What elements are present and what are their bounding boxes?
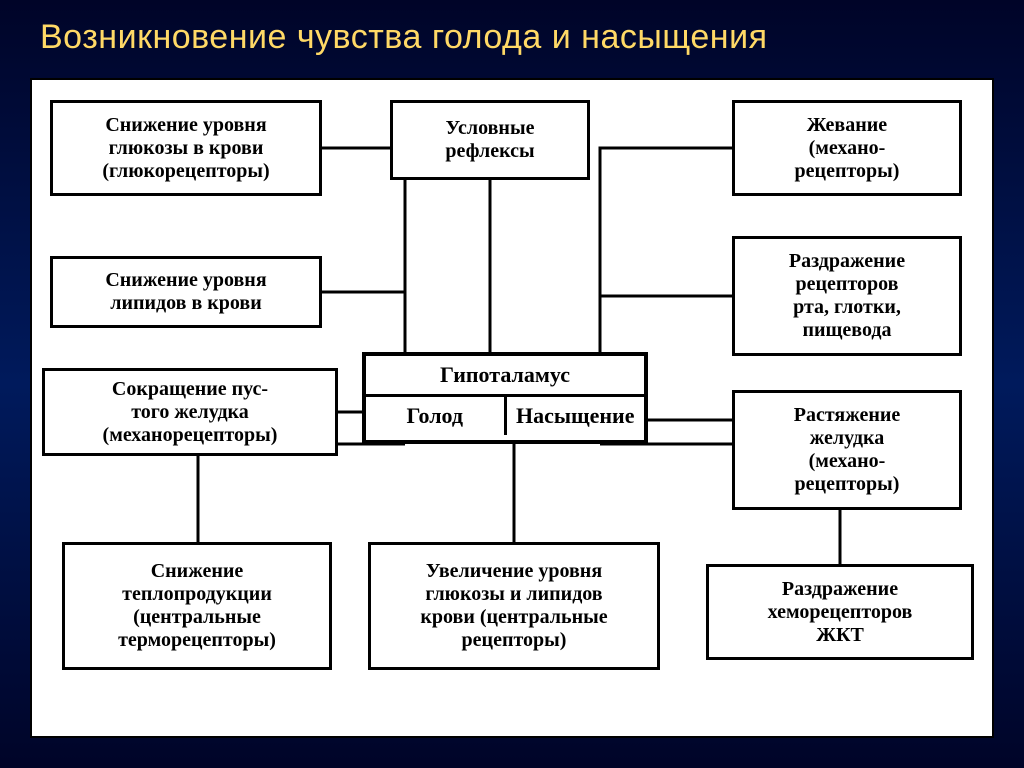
box-mouth-receptors: Раздражениерецептороврта, глотки,пищевод… [732,236,962,356]
box-conditioned-reflexes: Условныерефлексы [390,100,590,180]
center-left-label: Голод [366,397,507,435]
box-glucose-lipids-up: Увеличение уровняглюкозы и липидовкрови … [368,542,660,670]
box-chewing: Жевание(механо-рецепторы) [732,100,962,196]
box-thermoproduction: Снижениетеплопродукции(центральныетермор… [62,542,332,670]
center-hypothalamus: Гипоталамус Голод Насыщение [362,352,648,444]
box-stomach-contraction: Сокращение пус-того желудка(механорецепт… [42,368,338,456]
box-lipids-down: Снижение уровнялипидов в крови [50,256,322,328]
center-right-label: Насыщение [507,397,645,435]
box-stomach-stretch: Растяжениежелудка(механо-рецепторы) [732,390,962,510]
slide-title: Возникновение чувства голода и насыщения [0,0,1024,57]
box-glucose-down: Снижение уровняглюкозы в крови(глюкореце… [50,100,322,196]
center-top-label: Гипоталамус [366,356,644,394]
box-chemo-gi: РаздражениехеморецепторовЖКТ [706,564,974,660]
